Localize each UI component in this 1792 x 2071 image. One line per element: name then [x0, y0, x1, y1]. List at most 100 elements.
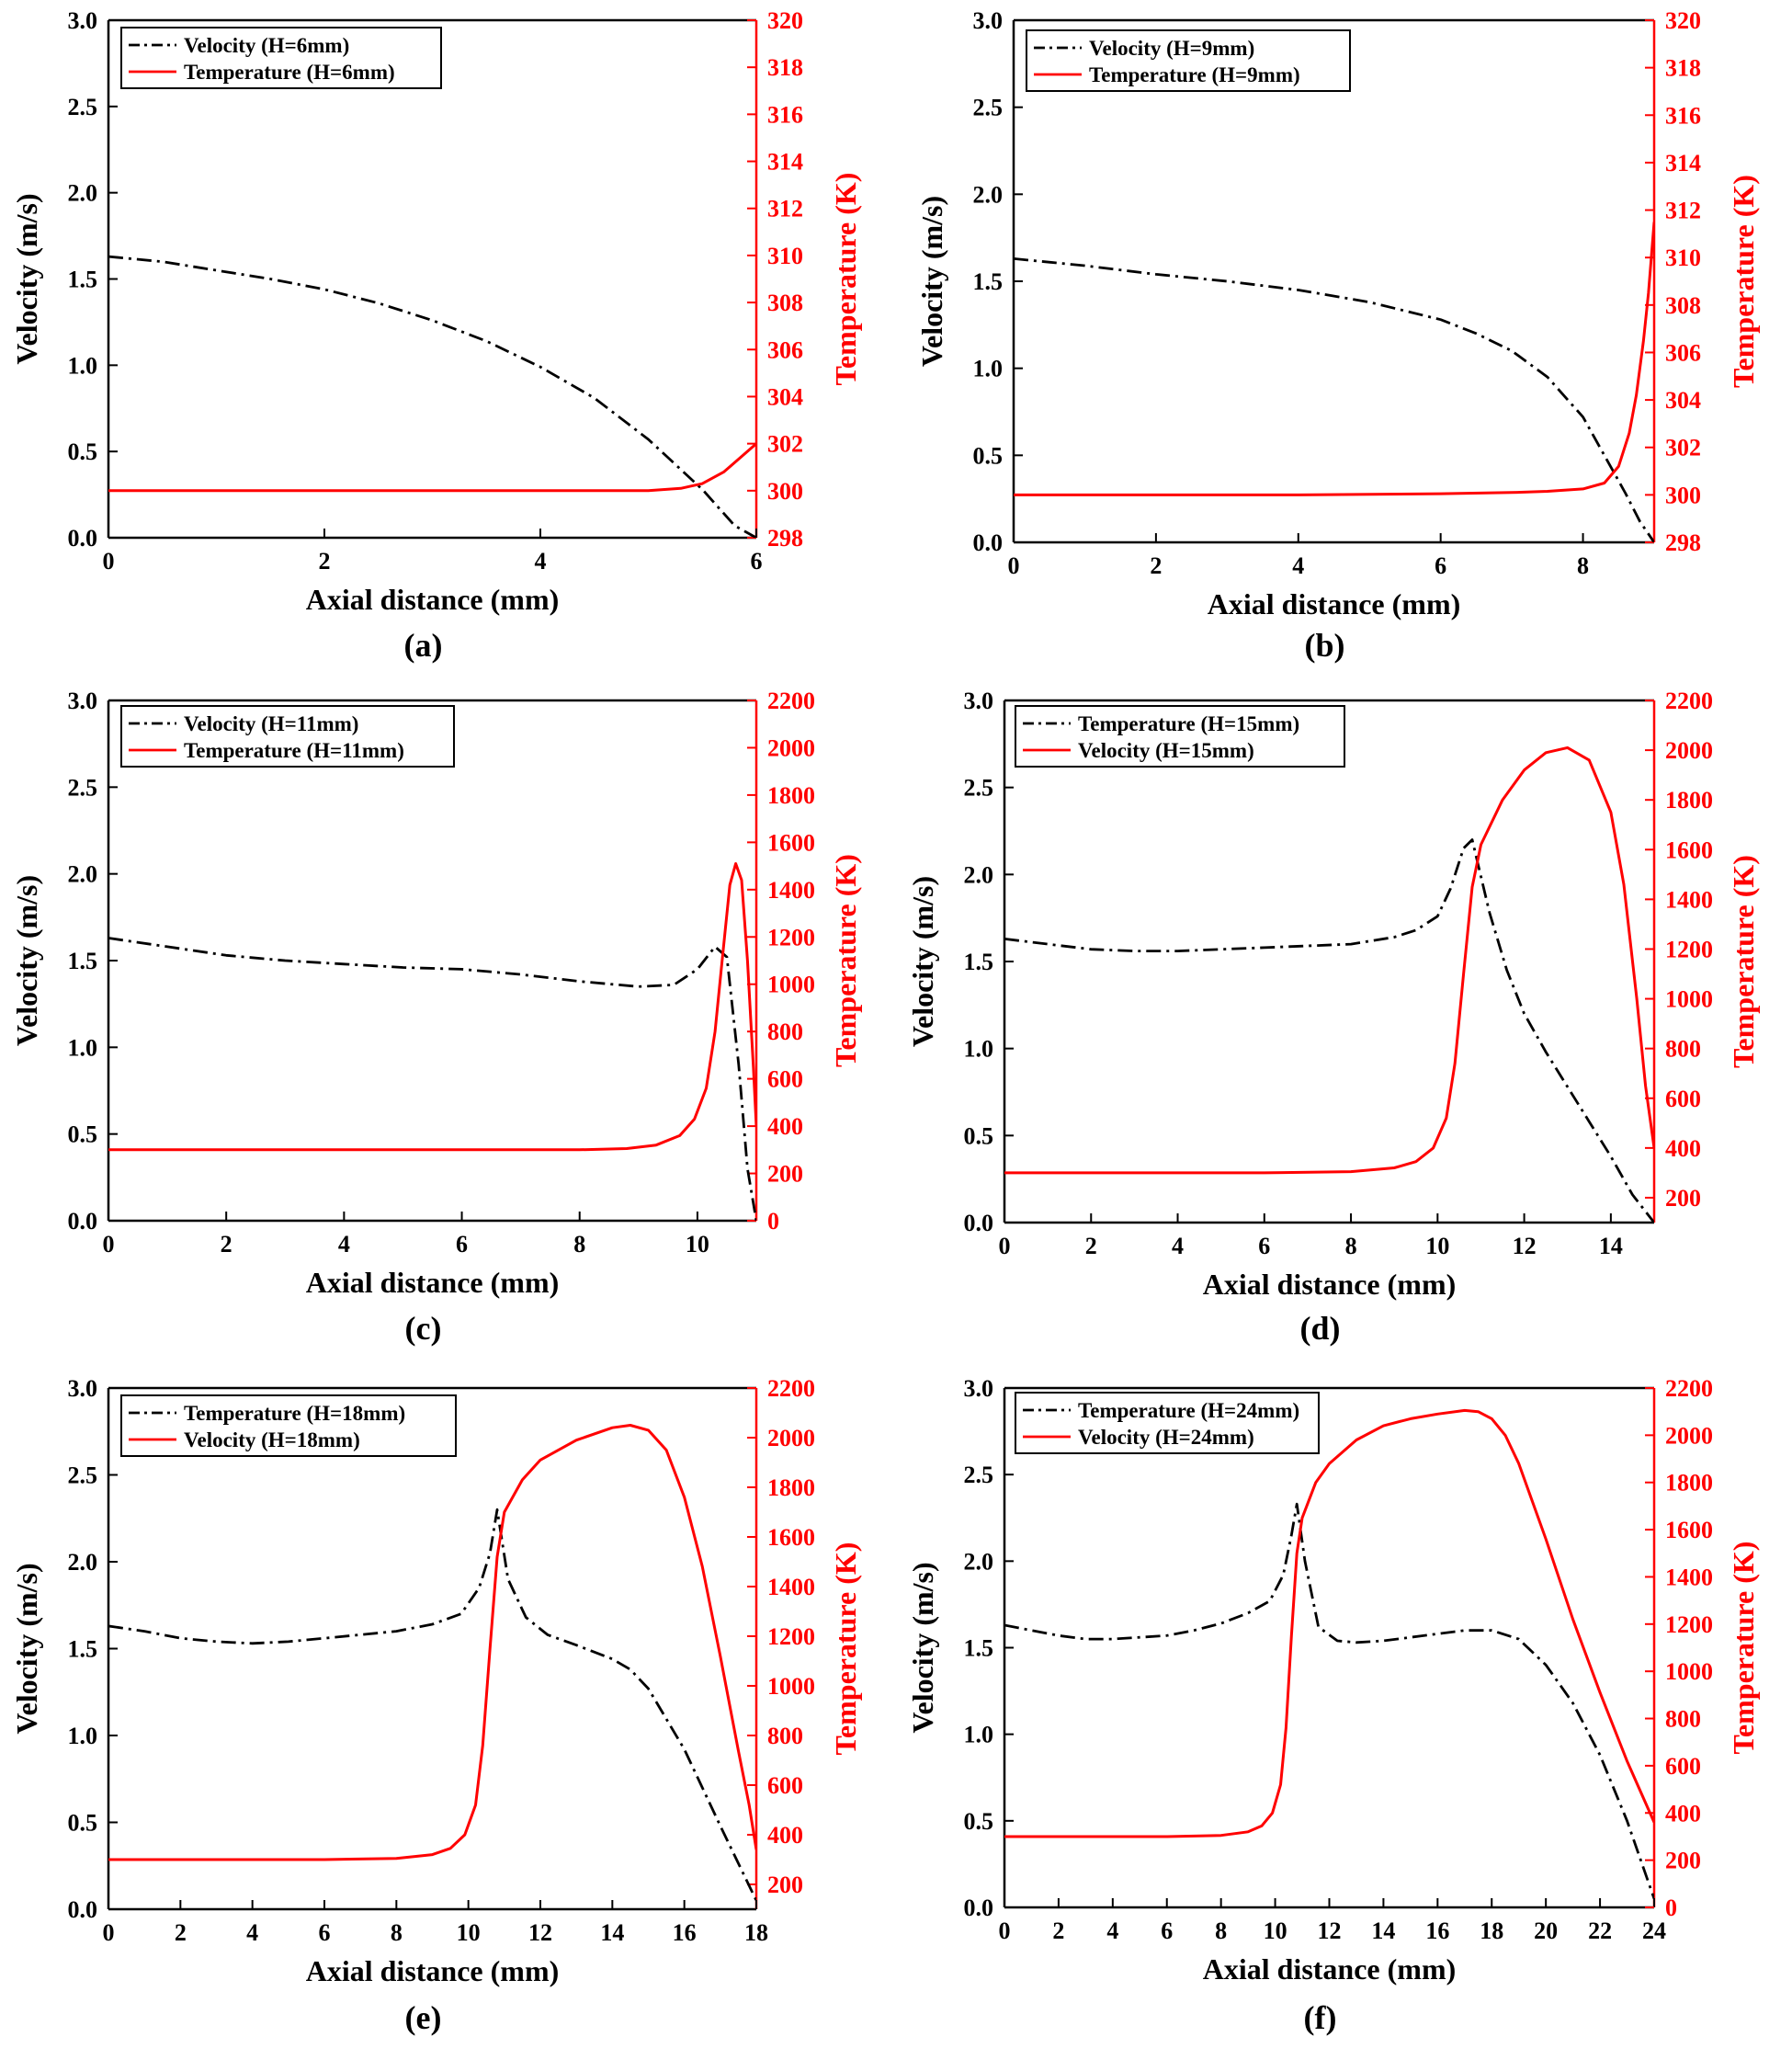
legend-label: Temperature (H=24mm) — [1078, 1399, 1299, 1422]
series-line-dashdot — [108, 937, 756, 1221]
x-tick-label: 2 — [1150, 552, 1162, 579]
y2-tick-label: 2200 — [1665, 1375, 1713, 1402]
legend: Temperature (H=18mm) Velocity (H=18mm) — [120, 1394, 457, 1457]
x-tick-label: 18 — [1480, 1917, 1503, 1944]
y-tick-label: 3.0 — [964, 688, 994, 714]
x-axis-label: Axial distance (mm) — [1203, 1268, 1457, 1301]
y2-tick-label: 1800 — [1665, 1470, 1713, 1496]
y-tick-label: 0.0 — [68, 525, 98, 552]
series-line-dashdot — [108, 1508, 756, 1902]
x-tick-label: 14 — [1599, 1233, 1623, 1259]
series-line-solid — [1004, 745, 1654, 1175]
y2-axis-label: Temperature (K) — [829, 854, 862, 1067]
x-tick-label: 6 — [751, 548, 763, 575]
x-tick-label: 2 — [1052, 1917, 1064, 1944]
panel-e: 0 2 4 6 8 10 12 14 16 18 0.0 0.5 1.0 1.5 2.0 2.5 3.0 200 4… — [10, 1375, 862, 2036]
y2-tick-label: 2000 — [1665, 1422, 1713, 1449]
x-tick-label: 14 — [1371, 1917, 1395, 1944]
y2-tick-label: 320 — [1665, 7, 1701, 34]
x-axis-label: Axial distance (mm) — [306, 1266, 560, 1299]
series-line-dashdot — [108, 255, 756, 538]
y-axis-label: Velocity (m/s) — [10, 193, 43, 364]
x-axis-label: Axial distance (mm) — [306, 583, 560, 616]
y2-tick-label: 200 — [767, 1161, 803, 1188]
y-tick-label: 1.5 — [68, 267, 98, 293]
x-tick-label: 10 — [1425, 1233, 1449, 1259]
y-tick-label: 2.5 — [68, 1462, 98, 1489]
y2-tick-label: 1400 — [1665, 1564, 1713, 1590]
y-tick-label: 1.0 — [68, 352, 98, 379]
y-tick-label: 3.0 — [68, 688, 98, 714]
panel-f: 0 2 4 6 8 10 12 14 16 18 20 22 240.00.51.01.52.02.53… — [906, 1375, 1760, 2036]
x-axis-label: Axial distance (mm) — [306, 1954, 560, 1987]
y-tick-label: 2.5 — [964, 775, 994, 802]
legend-label: Velocity (H=18mm) — [184, 1428, 360, 1451]
y2-tick-label: 306 — [767, 336, 803, 363]
x-tick-label: 0 — [103, 1231, 115, 1257]
y2-tick-label: 1000 — [1665, 1658, 1713, 1685]
panel-caption: (b) — [1305, 627, 1345, 664]
y2-tick-label: 2000 — [767, 734, 815, 761]
x-tick-label: 4 — [338, 1231, 350, 1257]
legend: Velocity (H=11mm) Temperature (H=11mm) — [120, 705, 455, 768]
y-tick-label: 0.5 — [973, 442, 1004, 469]
y2-tick-label: 308 — [1665, 292, 1701, 319]
y2-tick-label: 302 — [767, 431, 803, 458]
x-tick-label: 8 — [1345, 1233, 1357, 1259]
panel-caption: (c) — [405, 1310, 442, 1347]
y2-axis-label: Temperature (K) — [829, 1542, 862, 1756]
y-axis-label: Velocity (m/s) — [906, 876, 939, 1047]
x-tick-label: 6 — [319, 1919, 331, 1946]
y-tick-label: 0.5 — [964, 1122, 994, 1149]
series-line-solid — [108, 1424, 756, 1861]
y2-tick-label: 400 — [767, 1113, 803, 1140]
y-axis-label: Velocity (m/s) — [10, 875, 43, 1046]
y2-tick-label: 800 — [767, 1018, 803, 1045]
x-tick-label: 20 — [1534, 1917, 1558, 1944]
y-tick-label: 3.0 — [964, 1375, 994, 1402]
panel-caption: (a) — [404, 627, 443, 664]
x-tick-label: 0 — [103, 548, 115, 575]
y2-tick-label: 298 — [1665, 529, 1701, 556]
y2-tick-label: 600 — [767, 1066, 803, 1093]
y2-tick-label: 1400 — [767, 877, 815, 904]
y-tick-label: 2.0 — [68, 861, 98, 888]
series-line-solid — [1004, 1408, 1654, 1838]
y-tick-label: 0.0 — [973, 529, 1004, 556]
y-tick-label: 2.0 — [68, 1549, 98, 1576]
x-tick-label: 24 — [1642, 1917, 1666, 1944]
y2-tick-label: 314 — [767, 149, 803, 176]
y2-tick-label: 600 — [767, 1772, 803, 1799]
legend-box — [1026, 29, 1351, 92]
y2-tick-label: 312 — [1665, 198, 1701, 224]
legend-box — [120, 1394, 457, 1457]
y-tick-label: 2.0 — [973, 181, 1004, 208]
legend-label: Temperature (H=6mm) — [184, 61, 395, 84]
y-tick-label: 2.0 — [964, 861, 994, 888]
y-tick-label: 0.5 — [68, 1121, 98, 1148]
y2-tick-label: 1000 — [1665, 986, 1713, 1013]
y2-tick-label: 1800 — [1665, 787, 1713, 814]
y-tick-label: 0.5 — [68, 1810, 98, 1837]
x-tick-label: 2 — [175, 1919, 187, 1946]
y-tick-label: 0.0 — [964, 1895, 994, 1921]
legend: Temperature (H=15mm) Velocity (H=15mm) — [1015, 705, 1345, 768]
y-tick-label: 1.0 — [68, 1034, 98, 1061]
y2-tick-label: 1400 — [1665, 886, 1713, 913]
x-tick-label: 10 — [686, 1231, 709, 1257]
y2-tick-label: 200 — [1665, 1848, 1701, 1874]
y2-tick-label: 200 — [767, 1872, 803, 1898]
x-tick-label: 2 — [221, 1231, 233, 1257]
x-tick-label: 10 — [1264, 1917, 1287, 1944]
y2-tick-label: 2000 — [1665, 737, 1713, 764]
x-tick-label: 0 — [999, 1233, 1011, 1259]
y2-tick-label: 200 — [1665, 1185, 1701, 1212]
y2-tick-label: 2200 — [767, 1375, 815, 1402]
y-tick-label: 3.0 — [973, 7, 1004, 34]
y2-tick-label: 1600 — [767, 1524, 815, 1551]
x-tick-label: 0 — [103, 1919, 115, 1946]
y2-tick-label: 302 — [1665, 435, 1701, 461]
y-tick-label: 0.0 — [964, 1210, 994, 1236]
y2-tick-label: 1600 — [767, 829, 815, 856]
